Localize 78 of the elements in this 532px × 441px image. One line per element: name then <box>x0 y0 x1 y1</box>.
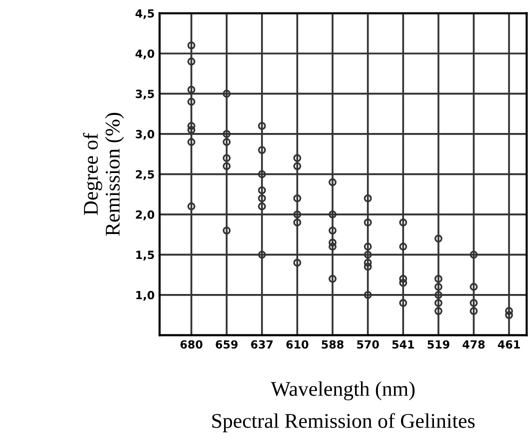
y-tick-label: 1,0 <box>136 290 154 301</box>
point <box>434 299 442 307</box>
point <box>187 138 196 146</box>
point <box>258 170 266 178</box>
x-tick-label: 588 <box>322 340 344 349</box>
point <box>293 258 302 267</box>
point <box>187 122 196 130</box>
point <box>187 126 196 134</box>
x-tick-label: 610 <box>286 340 308 349</box>
point <box>470 299 478 307</box>
point <box>364 218 372 226</box>
point <box>505 307 513 315</box>
x-tick-label: 541 <box>392 340 414 349</box>
y-tick-label: 1,5 <box>136 250 154 260</box>
point <box>328 210 337 218</box>
point <box>187 58 196 66</box>
y-tick-label: 4,5 <box>136 9 154 20</box>
point <box>434 290 442 299</box>
point <box>258 186 266 194</box>
point <box>364 194 372 202</box>
point <box>222 130 231 138</box>
x-tick-label: 461 <box>498 340 520 349</box>
point <box>222 226 231 234</box>
point <box>293 154 302 162</box>
point <box>470 282 478 291</box>
point <box>187 41 196 50</box>
y-tick-label: 4,0 <box>136 49 154 60</box>
point <box>364 262 372 271</box>
point <box>222 90 231 98</box>
point <box>434 282 442 291</box>
point <box>328 226 337 234</box>
point <box>399 274 408 283</box>
point <box>258 202 266 210</box>
point <box>399 299 408 307</box>
point <box>328 238 337 247</box>
y-tick-label: 3,0 <box>136 130 154 140</box>
point <box>470 250 478 259</box>
x-tick-label: 519 <box>428 340 450 349</box>
point <box>222 138 231 146</box>
point <box>258 194 266 202</box>
x-tick-label: 680 <box>180 340 202 349</box>
point <box>293 210 302 218</box>
x-tick-label: 570 <box>357 340 379 349</box>
point <box>399 278 408 287</box>
point <box>293 194 302 202</box>
point <box>187 86 196 94</box>
point <box>293 162 302 170</box>
point <box>434 274 442 283</box>
point <box>328 274 337 283</box>
point <box>364 258 372 267</box>
point <box>258 146 266 154</box>
y-tick-label: 3,5 <box>136 90 154 100</box>
x-tick-label: 659 <box>216 340 238 349</box>
point <box>258 122 266 130</box>
point <box>222 162 231 170</box>
point <box>187 98 196 106</box>
point <box>470 307 478 315</box>
point <box>328 242 337 251</box>
x-tick-label: 637 <box>251 340 273 349</box>
point <box>222 154 231 162</box>
x-axis-title: Wavelength (nm) <box>270 381 415 400</box>
point <box>364 242 372 251</box>
point <box>399 242 408 251</box>
point <box>293 218 302 226</box>
y-tick-label: 2,5 <box>136 170 154 180</box>
point <box>258 250 266 259</box>
text: Spectral Remission of Gelinites <box>212 413 475 432</box>
point <box>505 311 513 319</box>
point <box>434 307 442 315</box>
point <box>187 202 196 210</box>
x-tick-label: 478 <box>462 340 485 349</box>
point <box>364 250 372 259</box>
y-axis-title: Degree of Remission (%) <box>83 112 124 236</box>
point <box>434 234 442 243</box>
point <box>364 290 372 299</box>
y-tick-label: 2,0 <box>136 210 154 220</box>
point <box>399 218 408 226</box>
point <box>328 178 337 186</box>
